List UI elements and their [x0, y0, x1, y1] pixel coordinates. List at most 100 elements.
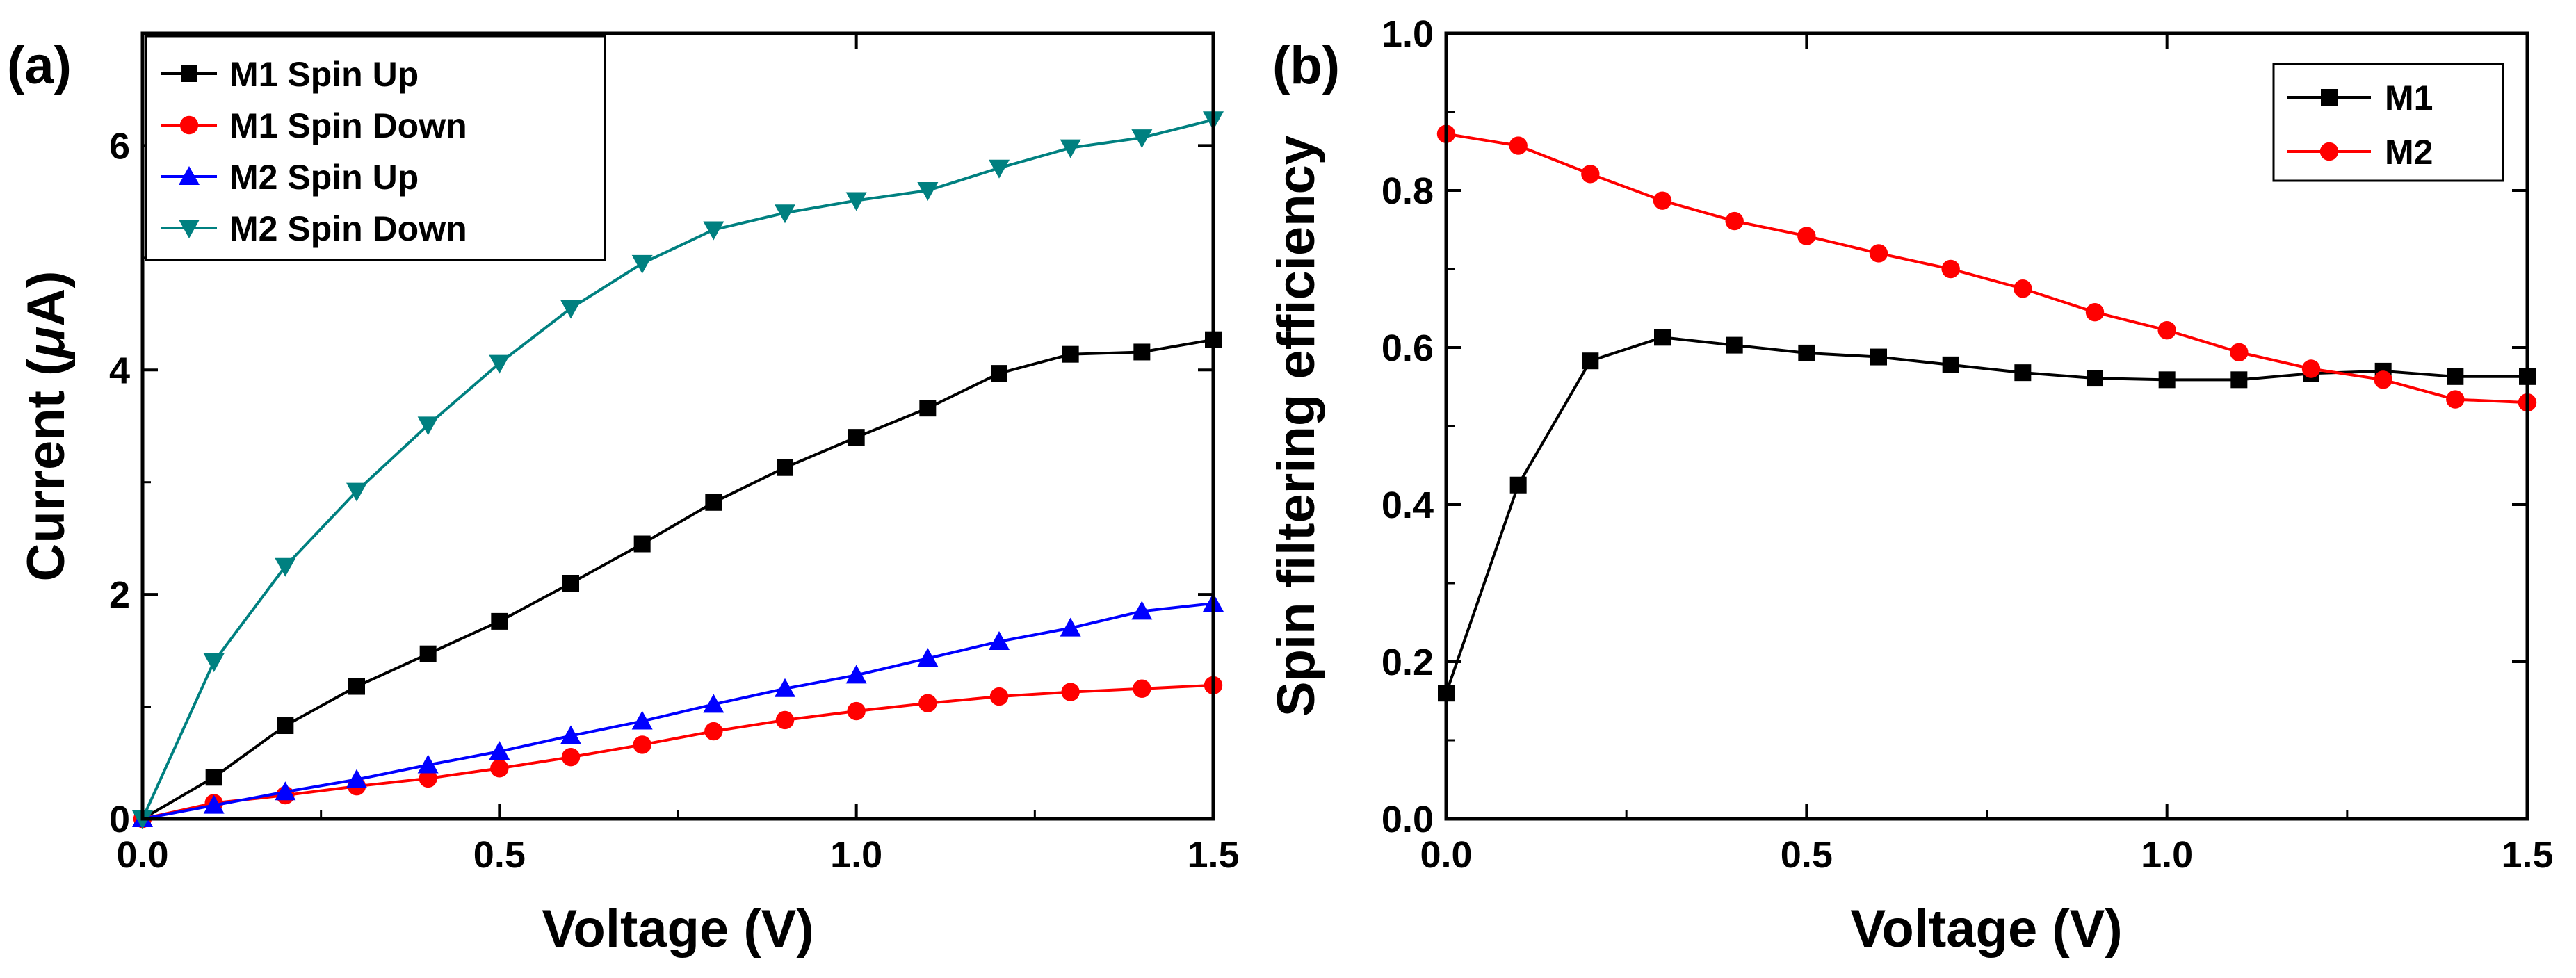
- panel-a-point-m2-spin-down: [417, 416, 439, 436]
- panel-a-point-m2-spin-up: [845, 665, 867, 684]
- panel-a-point-m1-spin-up: [205, 769, 222, 786]
- panel-a-point-m1-spin-up: [562, 575, 579, 592]
- panel-b-point-m2: [1869, 244, 1888, 263]
- panel-b-x-tick-label: 1.5: [2501, 834, 2553, 876]
- panel-b-point-m2: [1797, 227, 1816, 245]
- panel-a-point-m2-spin-down: [203, 653, 225, 672]
- panel-b-point-m2: [1653, 191, 1672, 210]
- panel-b-point-m1: [1726, 336, 1743, 354]
- panel-b-x-axis-title: Voltage (V): [1850, 899, 2122, 959]
- panel-b-point-m2: [1509, 136, 1528, 155]
- panel-a-legend-marker-m1-spin-up: [181, 65, 197, 82]
- panel-a-point-m2-spin-up: [346, 769, 367, 788]
- panel-a-y-tick-label: 6: [109, 125, 130, 167]
- panel-b-point-m2: [2446, 390, 2465, 409]
- panel-a-point-m1-spin-up: [491, 612, 508, 630]
- panel-a-point-m2-spin-down: [845, 192, 867, 211]
- panel-a-point-m2-spin-down: [989, 159, 1010, 179]
- panel-a-point-m1-spin-up: [419, 645, 437, 662]
- panel-a-point-m2-spin-up: [631, 710, 653, 730]
- panel-a-point-m2-spin-up: [560, 725, 581, 744]
- panel-a-label: (a): [7, 36, 72, 95]
- panel-a-point-m2-spin-up: [703, 694, 724, 713]
- panel-a-point-m1-spin-up: [777, 459, 793, 476]
- panel-a-x-tick-label: 1.5: [1187, 834, 1239, 876]
- panel-a-point-m2-spin-up: [1060, 617, 1081, 637]
- panel-b-y-axis-title: Spin filtering efficiency: [1267, 136, 1326, 717]
- panel-b-point-m2: [2230, 343, 2249, 361]
- panel-a-point-m1-spin-up: [848, 429, 865, 446]
- panel-b-legend-label-m1: M1: [2385, 79, 2433, 117]
- panel-a-point-m2-spin-up: [275, 781, 296, 801]
- panel-a-point-m2-spin-down: [346, 482, 367, 502]
- panel-b-point-m1: [1509, 476, 1527, 494]
- panel-a-point-m2-spin-up: [203, 794, 225, 814]
- panel-a-x-tick-label: 0.0: [116, 834, 168, 876]
- panel-a-legend-label-m1-spin-down: M1 Spin Down: [229, 106, 467, 145]
- panel-a-x-tick-label: 1.0: [830, 834, 882, 876]
- panel-a-point-m1-spin-up: [277, 717, 294, 735]
- panel-b-point-m2: [2374, 370, 2392, 389]
- panel-a-series-line-m2-spin-down: [141, 118, 1214, 820]
- panel-a-point-m2-spin-down: [1131, 129, 1153, 149]
- panel-a-y-tick-label: 2: [109, 574, 130, 616]
- panel-a-point-m1-spin-down: [490, 759, 509, 778]
- panel-a-series-line-m1-spin-down: [142, 683, 1214, 820]
- panel-b-point-m2: [1941, 259, 1960, 279]
- panel-a-point-m1-spin-down: [419, 769, 437, 788]
- panel-b-point-m2: [1725, 211, 1744, 231]
- panel-b-legend-label-m2: M2: [2385, 133, 2433, 172]
- panel-a-x-axis-title: Voltage (V): [542, 899, 813, 959]
- panel-a-y-axis-title: Current (μA): [17, 271, 76, 582]
- panel-b-efficiency-chart: (b) 0.0 0.5 1.0 1.5 0.0 0.2 0.4 0.6 0.8 1.0 Volta…: [1267, 13, 2554, 959]
- panel-b-series-line-m2: [1445, 132, 2528, 405]
- panel-b-series-line-m1: [1445, 336, 2527, 694]
- panel-a-plot-area: [132, 111, 1224, 829]
- panel-a-point-m1-spin-down: [561, 748, 581, 767]
- panel-b-point-m2: [1581, 165, 1600, 184]
- panel-a-legend-marker-m2-spin-up: [179, 166, 200, 185]
- panel-b-y-tick-label: 1.0: [1382, 13, 1434, 55]
- panel-b-x-tick-label: 0.5: [1781, 834, 1833, 876]
- panel-a-legend-marker-m2-spin-down: [179, 220, 200, 238]
- panel-a-point-m2-spin-up: [775, 678, 795, 697]
- panel-b-point-m2: [2085, 302, 2105, 322]
- panel-a-point-m1-spin-up: [348, 678, 365, 695]
- panel-a-point-m1-spin-down: [847, 701, 866, 721]
- panel-a-legend-label-m2-spin-up: M2 Spin Up: [229, 158, 419, 197]
- panel-b-point-m1: [2230, 371, 2248, 389]
- panel-a-point-m2-spin-down: [1060, 139, 1081, 158]
- panel-a-point-m1-spin-down: [704, 722, 723, 741]
- panel-a-y-tick-label: 4: [109, 350, 130, 391]
- panel-b-point-m1: [2087, 370, 2103, 387]
- panel-b-x-tick-label: 0.0: [1420, 834, 1472, 876]
- panel-a-point-m1-spin-down: [989, 687, 1009, 706]
- panel-b-label: (b): [1272, 36, 1340, 95]
- panel-a-point-m2-spin-up: [989, 630, 1010, 650]
- panel-b-legend-marker-m1: [2321, 89, 2338, 106]
- panel-b-point-m2: [2014, 279, 2032, 298]
- panel-b-point-m1: [2447, 368, 2464, 385]
- panel-a-legend-label-m1-spin-up: M1 Spin Up: [229, 55, 419, 94]
- panel-a-point-m1-spin-up: [919, 400, 937, 417]
- panel-a-point-m2-spin-up: [417, 754, 439, 774]
- panel-a-point-m1-spin-down: [1133, 679, 1151, 698]
- panel-a-point-m2-spin-up: [1131, 601, 1153, 620]
- panel-a-point-m1-spin-down: [775, 710, 795, 730]
- panel-a-legend-marker-m1-spin-down: [179, 115, 199, 135]
- panel-a-y-tick-label: 0: [109, 799, 130, 840]
- panel-b-point-m1: [1942, 356, 1959, 373]
- panel-a-series-line-m1-spin-up: [141, 338, 1214, 820]
- panel-a-x-tick-label: 0.5: [473, 834, 526, 876]
- panel-a-point-m1-spin-down: [1061, 683, 1080, 701]
- panel-a-point-m2-spin-down: [489, 354, 510, 374]
- panel-a-point-m1-spin-up: [705, 494, 722, 511]
- panel-a-point-m1-spin-up: [633, 535, 651, 553]
- panel-a-point-m2-spin-up: [489, 741, 510, 760]
- panel-b-point-m1: [1582, 352, 1599, 370]
- panel-a-point-m2-spin-down: [275, 557, 296, 577]
- panel-a-point-m2-spin-down: [917, 182, 939, 201]
- panel-b-point-m2: [2157, 320, 2176, 340]
- panel-a-point-m2-spin-up: [917, 648, 939, 667]
